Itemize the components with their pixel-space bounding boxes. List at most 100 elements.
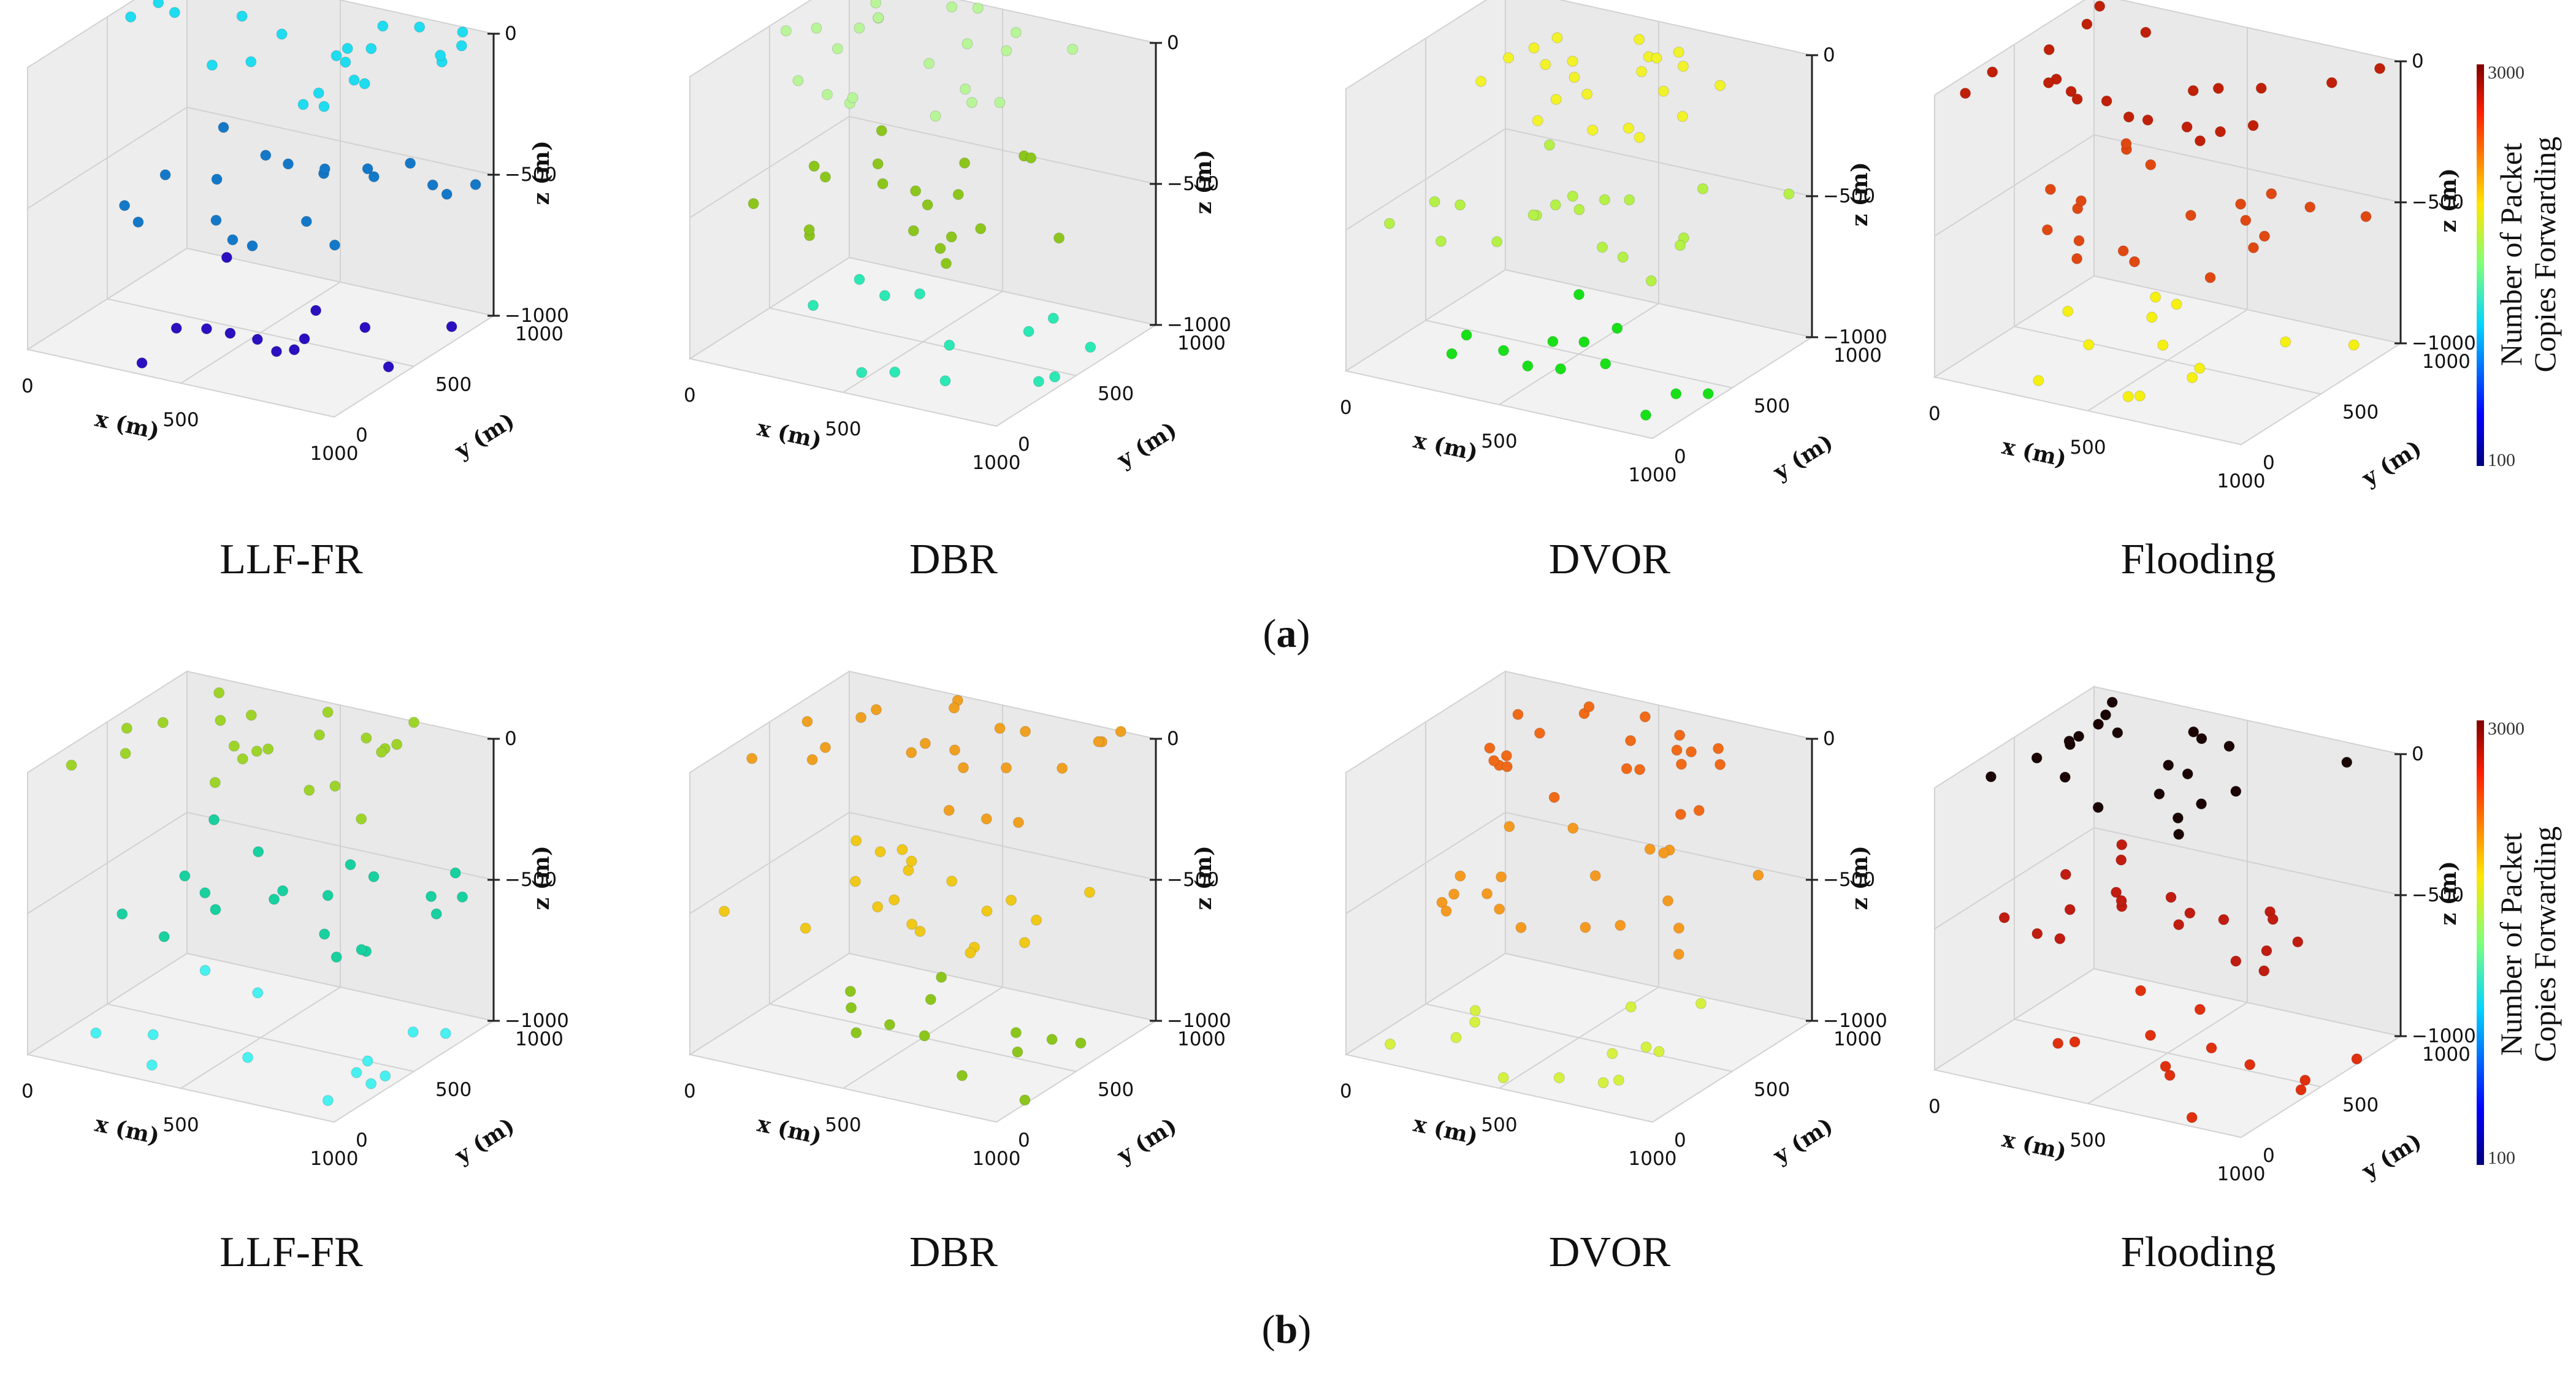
x-tick-label: 500 bbox=[2070, 437, 2106, 459]
x-axis-label: x (m) bbox=[93, 1111, 162, 1150]
data-point bbox=[1534, 727, 1545, 739]
data-point bbox=[1012, 817, 1024, 828]
y-tick-label: 500 bbox=[2342, 402, 2379, 424]
data-point bbox=[1551, 32, 1563, 44]
data-point bbox=[800, 922, 811, 934]
data-point bbox=[313, 729, 325, 741]
panel-a-1: 0 −500 −1000 z (m) 0 500 1000 x (m) 0 500 1000 y (m… bbox=[21, 0, 569, 583]
data-point bbox=[251, 334, 263, 345]
z-tick-label: 0 bbox=[2412, 743, 2424, 765]
data-point bbox=[269, 893, 280, 905]
x-tick-label: 500 bbox=[825, 1114, 861, 1136]
data-point bbox=[1625, 735, 1637, 746]
data-point bbox=[1496, 871, 1507, 883]
data-point bbox=[340, 56, 351, 68]
data-point bbox=[1640, 1041, 1652, 1053]
x-axis-label: x (m) bbox=[755, 415, 824, 454]
data-point bbox=[854, 273, 865, 285]
data-point bbox=[2093, 719, 2104, 730]
data-point bbox=[456, 40, 467, 52]
data-point bbox=[1583, 701, 1595, 712]
gridline bbox=[849, 812, 1156, 880]
scatter-panels: 0 −500 −1000 z (m) 0 500 1000 x (m) 0 500 1000 y (m… bbox=[21, 0, 2476, 1276]
data-point bbox=[1031, 914, 1042, 926]
data-point bbox=[1046, 1034, 1058, 1045]
data-point bbox=[270, 346, 282, 357]
data-point bbox=[365, 43, 377, 55]
data-point bbox=[221, 251, 232, 263]
data-point bbox=[2054, 933, 2066, 944]
data-point bbox=[1580, 922, 1591, 933]
data-point bbox=[351, 1067, 362, 1078]
x-tick-label: 1000 bbox=[2217, 1163, 2266, 1185]
data-point bbox=[2348, 339, 2360, 351]
colorbar-a: 3000 100 Number of Packet Copies Forward… bbox=[2477, 63, 2562, 470]
data-point bbox=[846, 1002, 857, 1013]
data-point bbox=[910, 185, 922, 197]
data-point bbox=[2073, 731, 2085, 742]
data-point bbox=[1645, 275, 1657, 287]
data-point bbox=[1673, 922, 1684, 934]
data-point bbox=[348, 74, 360, 86]
gridline bbox=[1425, 319, 1733, 389]
x-tick-label: 500 bbox=[1481, 1114, 1517, 1136]
colorbar-a-bar bbox=[2477, 64, 2484, 466]
data-point bbox=[914, 288, 925, 300]
data-point bbox=[780, 25, 792, 37]
data-point bbox=[2326, 77, 2337, 88]
data-point bbox=[242, 1051, 253, 1063]
data-point bbox=[2041, 224, 2053, 235]
gridline bbox=[27, 107, 188, 209]
data-point bbox=[820, 171, 831, 183]
data-point bbox=[405, 158, 416, 169]
data-point bbox=[906, 747, 917, 758]
data-point bbox=[1624, 194, 1635, 205]
data-point bbox=[288, 344, 300, 356]
y-axis-label: y (m) bbox=[2357, 1128, 2426, 1185]
data-point bbox=[210, 904, 221, 915]
data-point bbox=[876, 125, 887, 137]
data-point bbox=[2194, 1004, 2206, 1015]
z-axis-label: z (m) bbox=[529, 140, 554, 205]
data-point bbox=[1006, 895, 1017, 906]
data-point bbox=[849, 876, 861, 887]
data-point bbox=[2069, 1036, 2081, 1048]
data-point bbox=[2292, 936, 2304, 948]
x-tick-label: 1000 bbox=[1629, 464, 1677, 486]
data-point bbox=[299, 333, 310, 345]
data-point bbox=[1675, 809, 1686, 820]
z-tick-label: −500 bbox=[505, 869, 557, 891]
data-point bbox=[1501, 761, 1513, 773]
x-tick-label: 500 bbox=[162, 1114, 199, 1136]
data-point bbox=[2206, 1042, 2217, 1054]
data-point bbox=[2115, 854, 2127, 866]
data-point bbox=[362, 163, 373, 175]
data-point bbox=[236, 10, 248, 22]
data-point bbox=[1674, 730, 1686, 741]
data-point bbox=[2062, 305, 2074, 317]
x-tick-label: 0 bbox=[684, 384, 696, 406]
data-point bbox=[1500, 750, 1512, 761]
data-point bbox=[1461, 329, 1472, 341]
z-axis-label: z (m) bbox=[1847, 162, 1873, 226]
data-point bbox=[1578, 336, 1590, 348]
gridline bbox=[689, 116, 850, 218]
colorbar-a-label-line1: Number of Packet bbox=[2494, 143, 2528, 366]
data-point bbox=[2150, 291, 2161, 303]
data-point bbox=[2154, 788, 2165, 800]
data-point bbox=[2171, 299, 2182, 310]
data-point bbox=[117, 908, 128, 920]
data-point bbox=[1675, 240, 1686, 251]
data-point bbox=[1527, 209, 1539, 221]
data-point bbox=[2173, 828, 2185, 840]
data-point bbox=[966, 97, 977, 109]
data-point bbox=[719, 906, 730, 917]
z-tick-label: 0 bbox=[505, 23, 517, 45]
data-point bbox=[414, 21, 426, 33]
data-point bbox=[407, 1026, 419, 1038]
data-point bbox=[1384, 218, 1395, 229]
data-point bbox=[449, 867, 461, 879]
data-point bbox=[936, 971, 947, 983]
data-point bbox=[470, 179, 481, 190]
data-point bbox=[1047, 313, 1059, 324]
